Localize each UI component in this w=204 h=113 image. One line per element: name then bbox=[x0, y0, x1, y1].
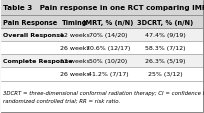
Text: Timing: Timing bbox=[62, 19, 88, 25]
Text: 70.6% (12/17): 70.6% (12/17) bbox=[86, 46, 130, 51]
Text: Overall Response: Overall Response bbox=[3, 33, 64, 38]
Text: 3DCRT = three-dimensional conformal radiation therapy; CI = confidence interval;: 3DCRT = three-dimensional conformal radi… bbox=[3, 91, 204, 95]
Text: Complete Response: Complete Response bbox=[3, 59, 72, 64]
Bar bbox=[1, 1, 203, 16]
Text: 26 weeks: 26 weeks bbox=[60, 46, 90, 51]
Text: 12 weeks: 12 weeks bbox=[60, 59, 90, 64]
Text: 58.3% (7/12): 58.3% (7/12) bbox=[145, 46, 185, 51]
Text: Table 3   Pain response in one RCT comparing IMRT with 3C: Table 3 Pain response in one RCT compari… bbox=[3, 5, 204, 11]
Text: IMRT, % (n/N): IMRT, % (n/N) bbox=[83, 19, 133, 25]
Bar bbox=[1, 42, 203, 55]
Bar bbox=[1, 55, 203, 68]
Text: 47.4% (9/19): 47.4% (9/19) bbox=[145, 33, 186, 38]
Text: 41.2% (7/17): 41.2% (7/17) bbox=[88, 72, 129, 77]
Text: 26 weeks: 26 weeks bbox=[60, 72, 90, 77]
Text: 26.3% (5/19): 26.3% (5/19) bbox=[145, 59, 185, 64]
Text: 50% (10/20): 50% (10/20) bbox=[89, 59, 127, 64]
Text: 70% (14/20): 70% (14/20) bbox=[89, 33, 127, 38]
Bar bbox=[1, 68, 203, 81]
Bar bbox=[1, 16, 203, 29]
Bar bbox=[1, 81, 203, 112]
Text: 3DCRT, % (n/N): 3DCRT, % (n/N) bbox=[137, 19, 193, 25]
Text: 25% (3/12): 25% (3/12) bbox=[148, 72, 183, 77]
Text: 12 weeks: 12 weeks bbox=[60, 33, 90, 38]
Bar bbox=[1, 29, 203, 42]
Text: randomized controlled trial; RR = risk ratio.: randomized controlled trial; RR = risk r… bbox=[3, 98, 120, 103]
Text: Pain Response: Pain Response bbox=[3, 19, 57, 25]
